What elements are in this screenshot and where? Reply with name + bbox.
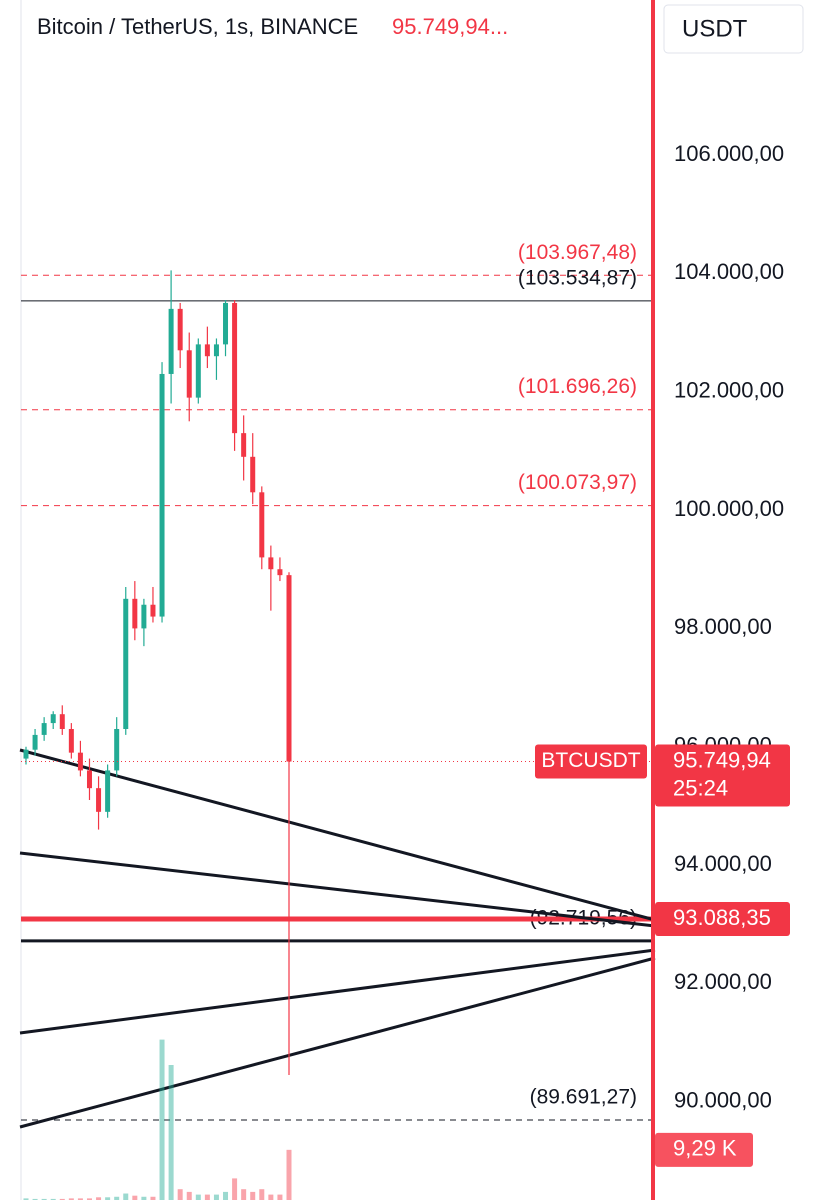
- candle-body: [141, 604, 147, 629]
- y-tick-label: 104.000,00: [674, 259, 784, 284]
- candles: [21, 270, 652, 1200]
- candle-body: [286, 575, 292, 762]
- volume-bar: [86, 1198, 92, 1200]
- volume-bar: [204, 1194, 210, 1200]
- volume-bar: [123, 1193, 129, 1200]
- candle-body: [123, 598, 129, 729]
- candle-body: [268, 557, 274, 570]
- countdown-label: 25:24: [673, 775, 728, 800]
- volume-bar: [168, 1065, 174, 1200]
- candle-body: [150, 604, 156, 617]
- volume-bar: [68, 1198, 74, 1200]
- candle-body: [86, 770, 92, 789]
- trendlines: [19, 748, 656, 1129]
- candle-body: [32, 734, 38, 750]
- volume-tag-label: 9,29 K: [673, 1136, 737, 1161]
- candle-body: [250, 456, 256, 493]
- volume-bar: [232, 1178, 238, 1200]
- candle-body: [132, 598, 138, 629]
- candle-body: [186, 350, 192, 398]
- symbol-tag: [535, 744, 647, 779]
- volume-bar: [186, 1191, 192, 1200]
- alert-tag-label: 93.088,35: [673, 905, 771, 930]
- candle-body: [68, 728, 74, 753]
- level-label: (89.691,27): [530, 1086, 637, 1109]
- volume-bar: [195, 1194, 201, 1200]
- tags: BTCUSDT 95.749,94 25:24 93.088,35 9,29 K: [535, 744, 790, 1167]
- volume-bar: [223, 1191, 229, 1200]
- candle-body: [232, 302, 238, 434]
- candle-body: [159, 373, 165, 617]
- alert-tag: [655, 902, 790, 937]
- volume-tag: [655, 1132, 753, 1167]
- volume-bar: [150, 1196, 156, 1200]
- volume-bar: [213, 1194, 219, 1200]
- level-label: (100.073,97): [518, 471, 637, 494]
- volume-bar: [50, 1198, 56, 1200]
- volume-bar: [32, 1198, 38, 1200]
- currency-label[interactable]: USDT: [682, 15, 748, 42]
- y-tick-label: 94.000,00: [674, 851, 772, 876]
- volume-bar: [105, 1197, 111, 1200]
- volume-bar: [59, 1198, 65, 1200]
- header-price: 95.749,94...: [392, 14, 508, 39]
- level-label: (103.534,87): [518, 266, 637, 289]
- y-tick-label: 92.000,00: [674, 969, 772, 994]
- candle-body: [105, 770, 111, 812]
- candle-body: [50, 714, 56, 724]
- volume-bar: [259, 1189, 265, 1200]
- candle-body: [259, 492, 265, 558]
- candle-body: [277, 569, 283, 576]
- level-label: (101.696,26): [518, 375, 637, 398]
- candle-body: [204, 344, 210, 357]
- candle-body: [41, 723, 47, 735]
- candle-body: [114, 728, 120, 771]
- volume-bar: [159, 1039, 165, 1200]
- trendline: [19, 851, 656, 928]
- price-tag: [655, 744, 790, 807]
- volume-bar: [96, 1197, 102, 1200]
- price-tag-label: 95.749,94: [673, 747, 771, 772]
- y-tick-label: 102.000,00: [674, 378, 784, 403]
- candle-body: [241, 433, 247, 457]
- chart-title: Bitcoin / TetherUS, 1s, BINANCE: [37, 14, 358, 39]
- currency-button[interactable]: [663, 4, 804, 54]
- y-tick-label: 100.000,00: [674, 496, 784, 521]
- candle-body: [59, 714, 65, 729]
- candle-body: [223, 302, 229, 345]
- candle-body: [195, 344, 201, 398]
- candle-body: [168, 308, 174, 374]
- trendline: [19, 948, 656, 1035]
- volume-bar: [241, 1189, 247, 1200]
- volume-bar: [23, 1198, 29, 1200]
- volume-bar: [141, 1196, 147, 1200]
- candle-body: [177, 308, 183, 351]
- volume-bar: [286, 1149, 292, 1200]
- volume-bar: [114, 1196, 120, 1200]
- volume-bar: [41, 1198, 47, 1200]
- trendline: [19, 748, 656, 922]
- volume-bar: [277, 1194, 283, 1200]
- volume-bar: [250, 1191, 256, 1200]
- level-label: (103.967,48): [518, 241, 637, 264]
- volume-bar: [177, 1189, 183, 1200]
- candle-body: [77, 752, 83, 771]
- y-tick-label: 90.000,00: [674, 1088, 772, 1113]
- y-tick-label: 98.000,00: [674, 614, 772, 639]
- candle-body: [23, 749, 29, 759]
- candle-body: [213, 344, 219, 357]
- trendline: [19, 956, 656, 1129]
- symbol-tag-label: BTCUSDT: [541, 749, 640, 772]
- y-tick-label: 106.000,00: [674, 141, 784, 166]
- candle-body: [96, 788, 102, 812]
- volume-bar: [268, 1194, 274, 1200]
- volume-bar: [132, 1195, 138, 1200]
- volume-bar: [77, 1198, 83, 1200]
